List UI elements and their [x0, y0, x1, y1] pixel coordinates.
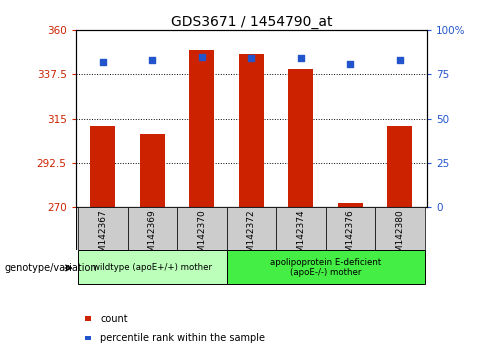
Bar: [177, 207, 226, 250]
Bar: [375, 207, 425, 250]
Bar: [78, 207, 127, 250]
Bar: [276, 207, 325, 250]
Bar: [78, 250, 226, 284]
Bar: [127, 207, 177, 250]
Point: [148, 57, 156, 63]
Point: [247, 56, 255, 61]
Bar: [189, 50, 214, 207]
Point: [396, 57, 404, 63]
Bar: [140, 134, 165, 207]
Text: GSM142370: GSM142370: [197, 209, 206, 264]
Bar: [387, 126, 412, 207]
Text: GSM142372: GSM142372: [247, 209, 256, 264]
Bar: [90, 126, 115, 207]
Text: GSM142367: GSM142367: [99, 209, 107, 264]
Point: [346, 61, 354, 67]
Bar: [239, 54, 264, 207]
Bar: [325, 207, 375, 250]
Bar: [338, 203, 363, 207]
Text: apolipoprotein E-deficient
(apoE-/-) mother: apolipoprotein E-deficient (apoE-/-) mot…: [270, 258, 381, 277]
Text: percentile rank within the sample: percentile rank within the sample: [100, 333, 265, 343]
Bar: [85, 336, 91, 341]
Text: GSM142374: GSM142374: [296, 209, 305, 264]
Point: [198, 54, 206, 59]
Bar: [226, 250, 425, 284]
Text: GSM142369: GSM142369: [148, 209, 157, 264]
Text: count: count: [100, 314, 128, 324]
Bar: [85, 316, 91, 321]
Text: wildtype (apoE+/+) mother: wildtype (apoE+/+) mother: [93, 263, 212, 272]
Title: GDS3671 / 1454790_at: GDS3671 / 1454790_at: [171, 15, 332, 29]
Text: GSM142380: GSM142380: [395, 209, 404, 264]
Text: genotype/variation: genotype/variation: [5, 263, 98, 273]
Point: [297, 56, 305, 61]
Bar: [288, 69, 313, 207]
Text: GSM142376: GSM142376: [346, 209, 355, 264]
Bar: [226, 207, 276, 250]
Point: [99, 59, 107, 65]
